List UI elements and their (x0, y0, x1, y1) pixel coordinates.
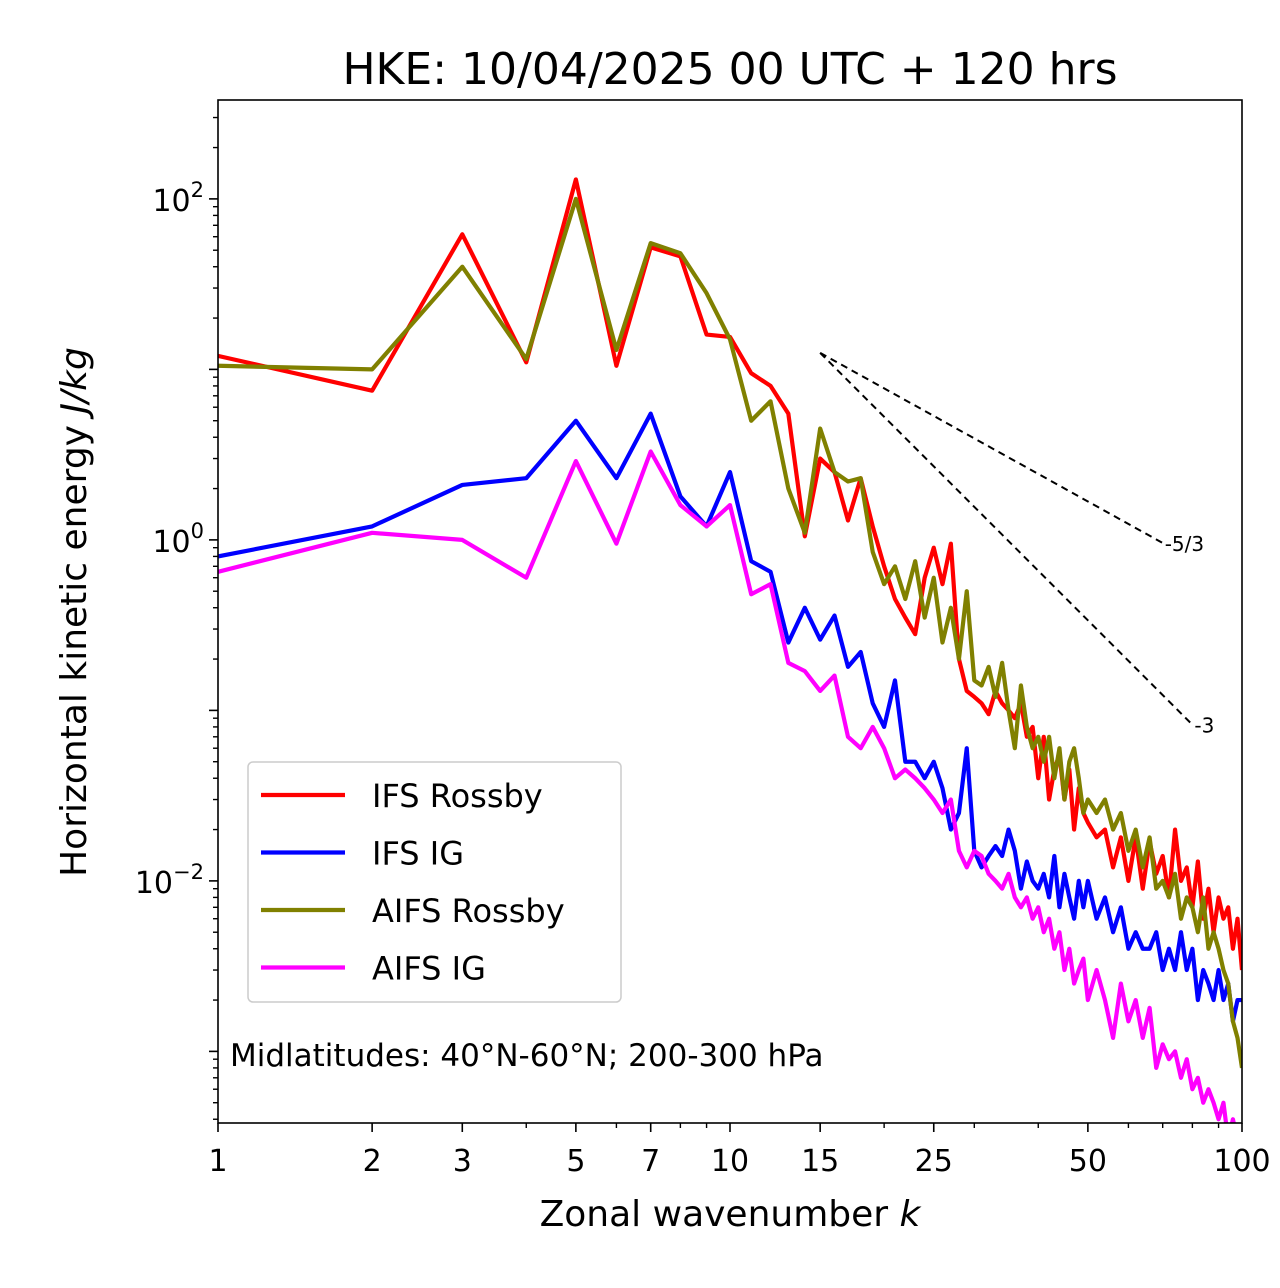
x-tick-label: 1 (208, 1144, 227, 1179)
series-line-4 (218, 449, 1236, 1123)
series-lines (218, 177, 1242, 1123)
chart-title: HKE: 10/04/2025 00 UTC + 120 hrs (342, 44, 1117, 95)
reference-line-2 (819, 352, 1194, 726)
x-axis-label: Zonal wavenumber (540, 1194, 889, 1235)
y-tick-label: 102 (152, 178, 204, 219)
x-tick-label: 3 (453, 1144, 472, 1179)
legend-label: IFS Rossby (372, 777, 543, 815)
series-line-3 (218, 196, 1242, 1069)
x-tick-label: 5 (566, 1144, 585, 1179)
y-axis-label: Horizontal kinetic energy (54, 425, 95, 877)
series-line-2 (218, 411, 1242, 1024)
x-tick-label: 50 (1069, 1144, 1107, 1179)
y-axis-units: J/kg (54, 347, 95, 419)
x-tick-label: 15 (801, 1144, 839, 1179)
series-line-1 (218, 177, 1242, 971)
reference-line-label-2: -3 (1194, 714, 1214, 738)
legend-label: IFS IG (372, 835, 464, 873)
x-axis-variable: k (900, 1194, 923, 1235)
reference-line-label-1: -5/3 (1165, 532, 1204, 556)
y-tick-label: 100 (152, 519, 204, 560)
x-tick-label: 2 (363, 1144, 382, 1179)
plot-area (218, 177, 1242, 1123)
y-tick-label: 10−2 (135, 860, 204, 901)
reference-line-labels: -5/3 -3 (1165, 532, 1215, 738)
y-axis-title: Horizontal kinetic energy J/kg (54, 347, 95, 877)
x-axis-ticks: 1 2 3 5 7 10 15 25 50 100 (208, 1123, 1271, 1179)
legend-label: AIFS Rossby (372, 892, 565, 930)
region-annotation: Midlatitudes: 40°N-60°N; 200-300 hPa (230, 1038, 824, 1074)
x-tick-label: 25 (915, 1144, 953, 1179)
x-tick-label: 7 (641, 1144, 660, 1179)
legend-box (247, 761, 622, 1003)
x-tick-label: 10 (711, 1144, 749, 1179)
legend: IFS Rossby IFS IG AIFS Rossby AIFS IG (247, 761, 622, 1003)
legend-label: AIFS IG (372, 950, 486, 988)
x-axis-title: Zonal wavenumber k (540, 1194, 923, 1235)
y-axis-ticks: 10−2 100 102 (135, 116, 218, 1120)
reference-line-1 (819, 351, 1164, 544)
reference-lines (819, 351, 1194, 726)
x-tick-label: 100 (1213, 1144, 1270, 1179)
